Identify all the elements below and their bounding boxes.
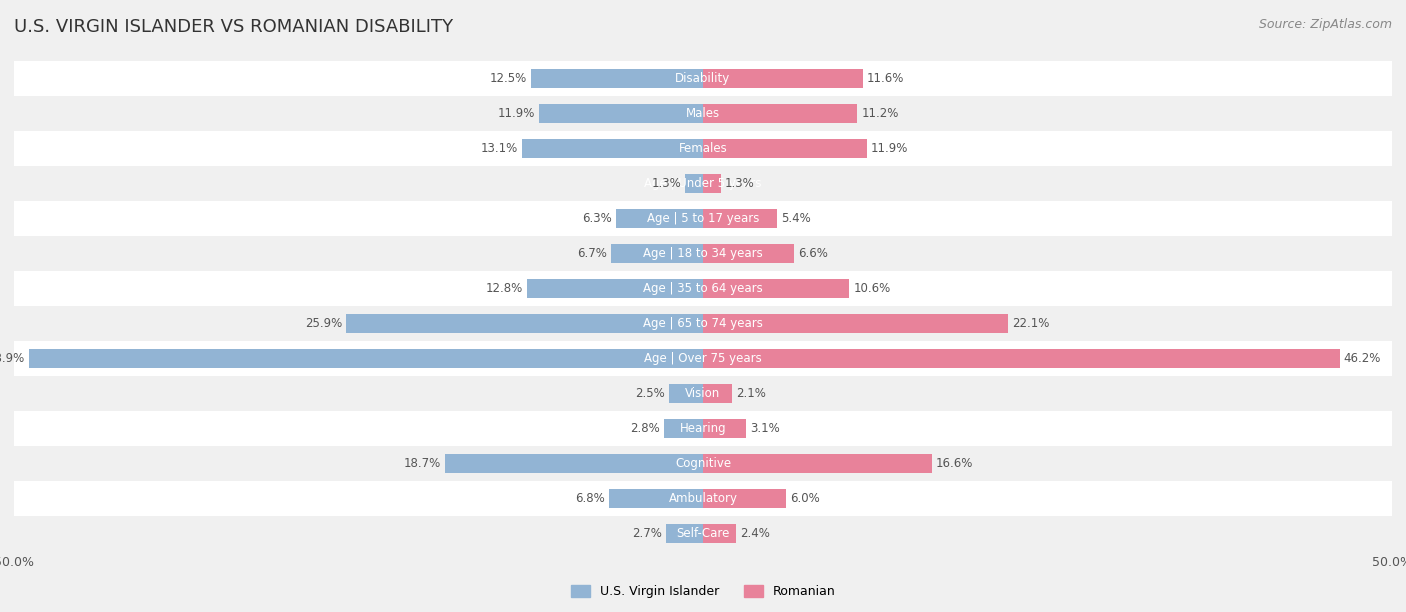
Legend: U.S. Virgin Islander, Romanian: U.S. Virgin Islander, Romanian xyxy=(565,580,841,603)
Text: Vision: Vision xyxy=(685,387,721,400)
Bar xyxy=(14,271,1392,306)
Text: Age | 5 to 17 years: Age | 5 to 17 years xyxy=(647,212,759,225)
Bar xyxy=(14,166,1392,201)
Bar xyxy=(703,314,1008,333)
Text: Age | 65 to 74 years: Age | 65 to 74 years xyxy=(643,317,763,330)
Bar xyxy=(610,244,703,263)
Text: Cognitive: Cognitive xyxy=(675,457,731,470)
Text: Age | 18 to 34 years: Age | 18 to 34 years xyxy=(643,247,763,260)
Bar xyxy=(14,201,1392,236)
Bar xyxy=(14,446,1392,481)
Bar xyxy=(346,314,703,333)
Bar xyxy=(609,489,703,508)
Text: Ambulatory: Ambulatory xyxy=(668,492,738,505)
Bar xyxy=(703,524,737,543)
Text: 2.4%: 2.4% xyxy=(740,527,770,540)
Text: Disability: Disability xyxy=(675,72,731,85)
Bar xyxy=(703,139,868,159)
Text: 2.7%: 2.7% xyxy=(631,527,662,540)
Bar xyxy=(703,209,778,228)
Text: 11.9%: 11.9% xyxy=(498,107,534,120)
Bar xyxy=(703,244,794,263)
Text: 13.1%: 13.1% xyxy=(481,142,519,155)
Text: Age | 35 to 64 years: Age | 35 to 64 years xyxy=(643,282,763,295)
Bar xyxy=(527,279,703,298)
Bar xyxy=(14,96,1392,131)
Bar xyxy=(14,481,1392,516)
Text: 12.5%: 12.5% xyxy=(489,72,527,85)
Bar xyxy=(538,104,703,123)
Bar xyxy=(523,139,703,159)
Text: 6.0%: 6.0% xyxy=(790,492,820,505)
Text: 10.6%: 10.6% xyxy=(853,282,890,295)
Text: 25.9%: 25.9% xyxy=(305,317,342,330)
Bar xyxy=(703,104,858,123)
Text: 3.1%: 3.1% xyxy=(749,422,779,435)
Bar xyxy=(703,349,1340,368)
Bar xyxy=(703,489,786,508)
Bar xyxy=(14,236,1392,271)
Text: Source: ZipAtlas.com: Source: ZipAtlas.com xyxy=(1258,18,1392,31)
Text: 1.3%: 1.3% xyxy=(651,177,681,190)
Bar xyxy=(703,69,863,88)
Text: Age | Under 5 years: Age | Under 5 years xyxy=(644,177,762,190)
Text: U.S. VIRGIN ISLANDER VS ROMANIAN DISABILITY: U.S. VIRGIN ISLANDER VS ROMANIAN DISABIL… xyxy=(14,18,453,36)
Text: 16.6%: 16.6% xyxy=(936,457,973,470)
Bar xyxy=(14,306,1392,341)
Text: 48.9%: 48.9% xyxy=(0,352,25,365)
Text: Females: Females xyxy=(679,142,727,155)
Text: 5.4%: 5.4% xyxy=(782,212,811,225)
Text: 11.2%: 11.2% xyxy=(862,107,898,120)
Text: Self-Care: Self-Care xyxy=(676,527,730,540)
Text: 22.1%: 22.1% xyxy=(1012,317,1049,330)
Text: 46.2%: 46.2% xyxy=(1344,352,1381,365)
Bar xyxy=(703,279,849,298)
Text: Males: Males xyxy=(686,107,720,120)
Text: Age | Over 75 years: Age | Over 75 years xyxy=(644,352,762,365)
Bar xyxy=(669,384,703,403)
Bar xyxy=(30,349,703,368)
Bar xyxy=(14,411,1392,446)
Bar xyxy=(531,69,703,88)
Text: 12.8%: 12.8% xyxy=(485,282,523,295)
Text: 6.7%: 6.7% xyxy=(576,247,606,260)
Text: 6.3%: 6.3% xyxy=(582,212,612,225)
Bar xyxy=(616,209,703,228)
Text: Hearing: Hearing xyxy=(679,422,727,435)
Text: 2.8%: 2.8% xyxy=(630,422,661,435)
Bar xyxy=(14,131,1392,166)
Text: 11.6%: 11.6% xyxy=(868,72,904,85)
Text: 18.7%: 18.7% xyxy=(404,457,441,470)
Text: 6.6%: 6.6% xyxy=(799,247,828,260)
Text: 11.9%: 11.9% xyxy=(872,142,908,155)
Bar xyxy=(703,453,932,473)
Bar xyxy=(665,419,703,438)
Bar xyxy=(14,61,1392,96)
Text: 1.3%: 1.3% xyxy=(725,177,755,190)
Bar xyxy=(703,384,733,403)
Bar xyxy=(446,453,703,473)
Text: 6.8%: 6.8% xyxy=(575,492,605,505)
Bar xyxy=(666,524,703,543)
Bar xyxy=(14,376,1392,411)
Bar xyxy=(703,419,745,438)
Text: 2.1%: 2.1% xyxy=(737,387,766,400)
Bar xyxy=(14,516,1392,551)
Bar xyxy=(14,341,1392,376)
Bar xyxy=(703,174,721,193)
Bar xyxy=(685,174,703,193)
Text: 2.5%: 2.5% xyxy=(634,387,665,400)
